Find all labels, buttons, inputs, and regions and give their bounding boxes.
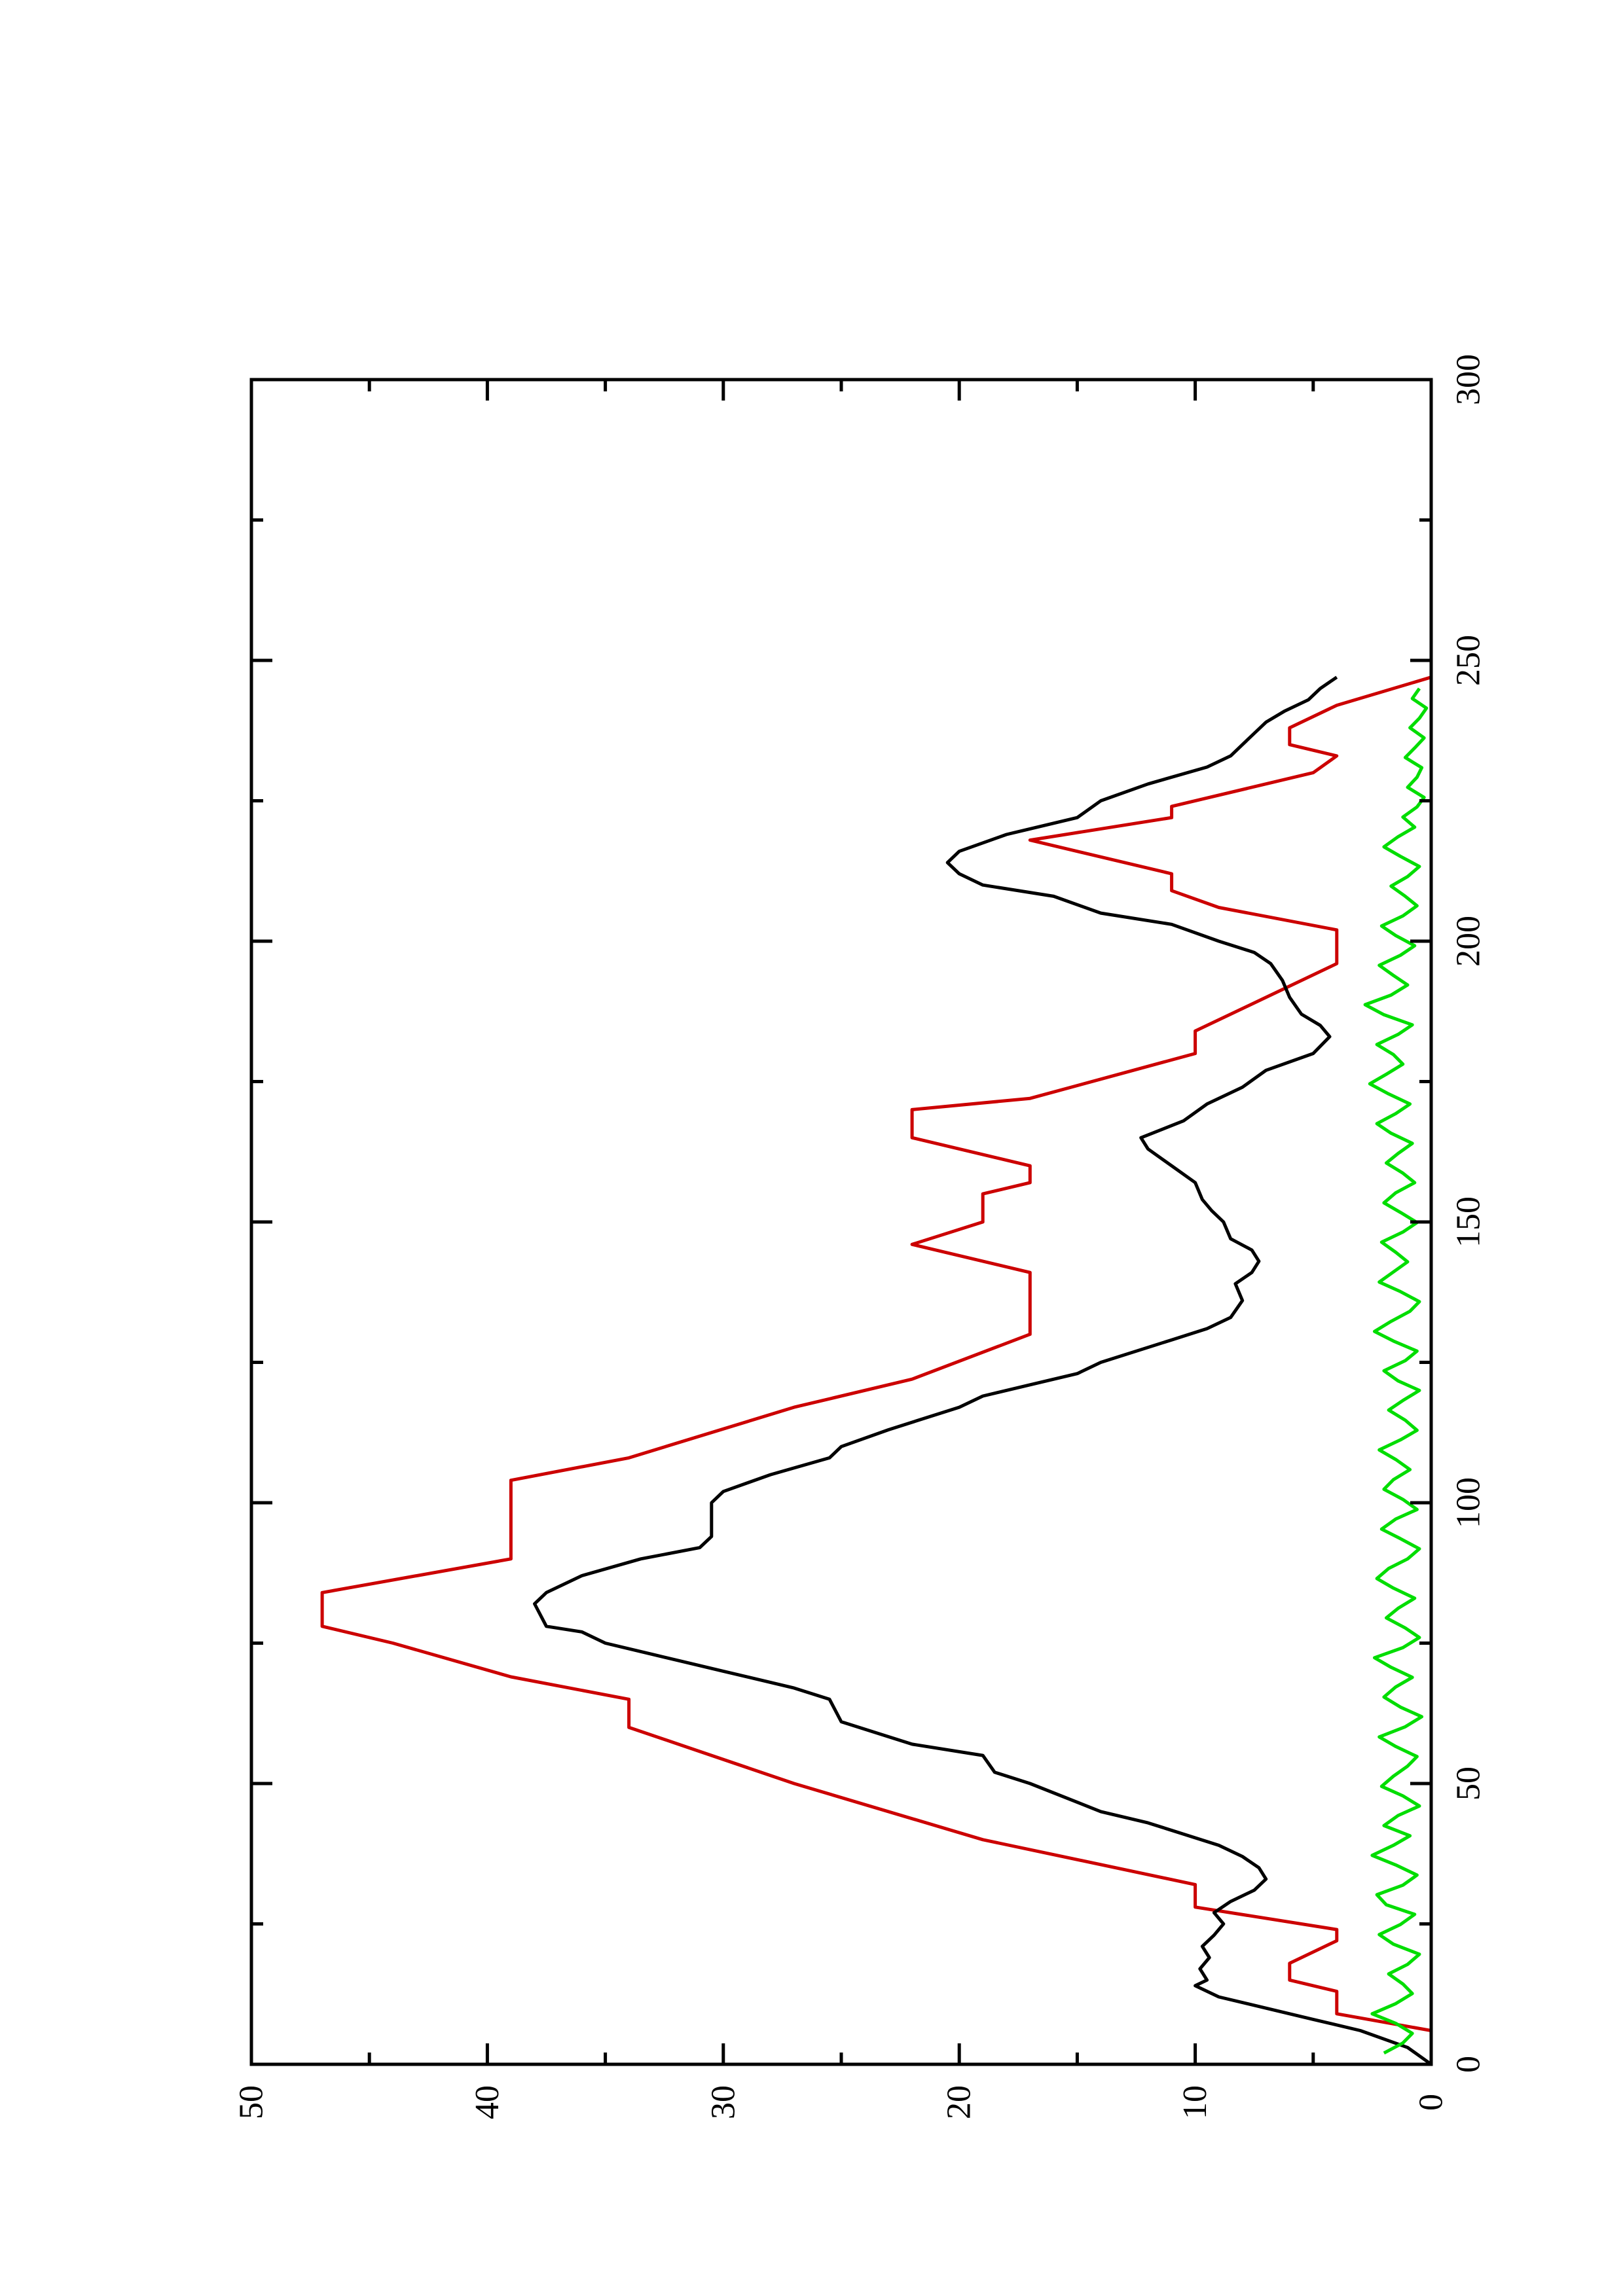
y-tick-label: 30	[704, 2085, 742, 2119]
tick-label-layer: 0 50 100 150 200 250 300 0 10 20 30 40 50	[233, 354, 1487, 2119]
x-tick-label: 0	[1450, 2056, 1487, 2073]
x-tick-label: 250	[1450, 635, 1487, 686]
x-tick-label: 300	[1450, 354, 1487, 405]
series-layer	[320, 675, 1433, 2066]
y-tick-label: 0	[1413, 2094, 1450, 2111]
series-green-line	[1363, 687, 1429, 2055]
x-tick-label: 100	[1450, 1477, 1487, 1528]
x-tick-label: 50	[1450, 1767, 1487, 1801]
x-tick-label: 200	[1450, 916, 1487, 967]
axis-frame	[249, 378, 1433, 2066]
y-tick-label: 40	[469, 2085, 506, 2119]
x-tick-label: 150	[1450, 1196, 1487, 1247]
series-black-line	[533, 675, 1432, 2066]
y-tick-label: 50	[233, 2085, 270, 2119]
series-red-line	[320, 675, 1433, 2064]
tick-layer	[249, 378, 1433, 2066]
y-tick-label: 10	[1176, 2085, 1214, 2119]
y-tick-label: 20	[941, 2085, 978, 2119]
